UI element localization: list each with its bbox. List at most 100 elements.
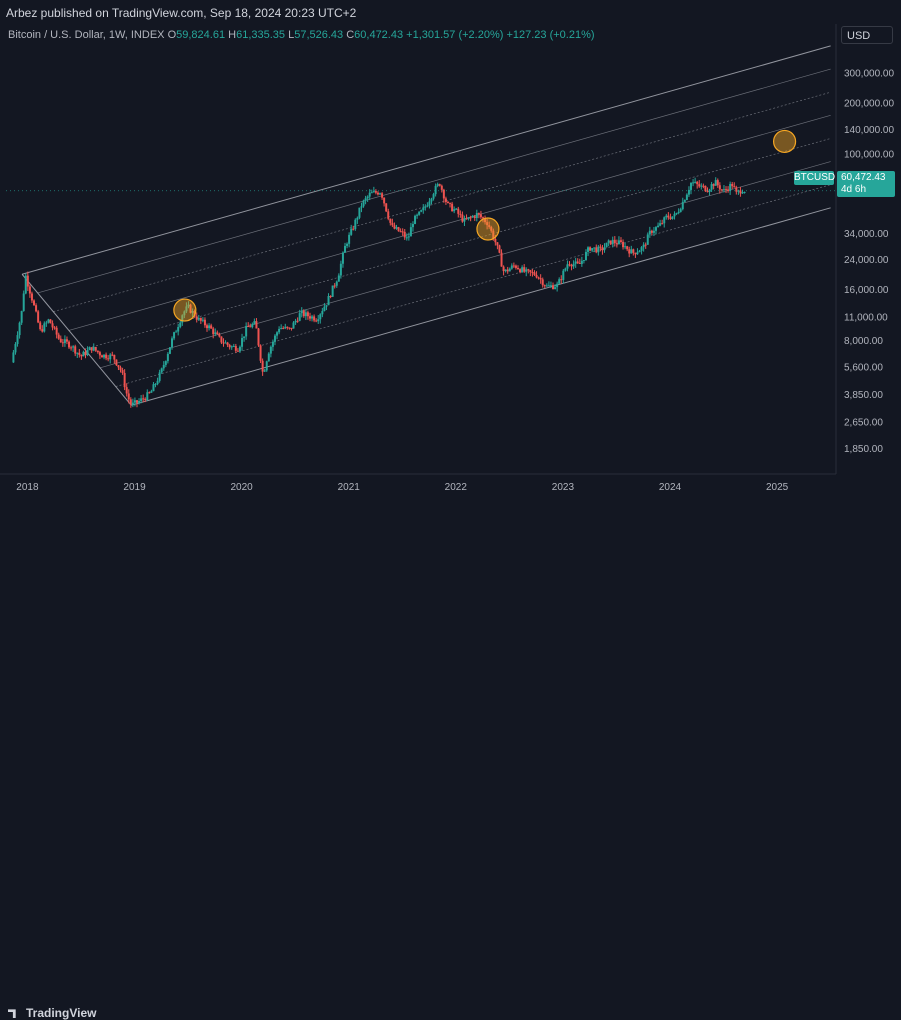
candle-body: [53, 327, 56, 329]
candle-body: [269, 346, 272, 354]
candle-body: [496, 242, 499, 246]
y-tick-label: 16,000.00: [844, 285, 889, 296]
close-label: C: [346, 29, 355, 41]
candle-body: [444, 198, 447, 202]
candle-body: [173, 332, 176, 339]
currency-selector[interactable]: USD: [841, 26, 893, 44]
candle-body: [477, 213, 480, 215]
candle-body: [51, 323, 54, 328]
candle-body: [24, 275, 27, 294]
candle-body: [61, 342, 64, 344]
y-tick-label: 5,600.00: [844, 362, 883, 373]
candle-body: [640, 247, 643, 251]
candle-body: [490, 226, 493, 231]
change-value: +1,301.57 (+2.20%): [406, 29, 504, 41]
candle-body: [449, 202, 452, 204]
y-tick-label: 34,000.00: [844, 229, 889, 240]
x-tick-label: 2020: [230, 482, 253, 493]
candle-body: [247, 326, 250, 328]
candle-body: [521, 267, 524, 273]
candle-body: [638, 250, 641, 253]
high-label: H: [228, 29, 237, 41]
candle-body: [286, 326, 289, 328]
price-chart[interactable]: 300,000.00 200,000.00 140,000.00 100,000.00…: [0, 24, 901, 523]
candle-body: [628, 249, 631, 254]
channel-start-line: [21, 273, 132, 406]
candle-body: [72, 346, 75, 348]
candle-body: [607, 240, 610, 243]
candle-body: [68, 341, 71, 348]
candle-body: [195, 316, 198, 320]
channel-line: [53, 91, 831, 313]
candle-body: [587, 247, 590, 252]
candle-body: [20, 311, 23, 323]
last-price-tag: 60,472.43 4d 6h: [837, 171, 895, 197]
candle-body: [354, 219, 357, 230]
candle-body: [498, 245, 501, 253]
candle-body: [201, 319, 204, 321]
candle-body: [168, 347, 171, 354]
candle-body: [399, 231, 402, 233]
candle-body: [718, 185, 721, 190]
candle-body: [348, 234, 351, 244]
candle-body: [473, 216, 476, 219]
candle-body: [296, 320, 299, 322]
candle-body: [424, 206, 427, 208]
candle-body: [226, 342, 229, 345]
open-label: O: [167, 29, 177, 41]
candle-body: [591, 248, 594, 251]
channel-line: [84, 138, 831, 350]
candle-body: [109, 354, 112, 360]
candle-body: [76, 352, 79, 354]
candle-body: [446, 201, 449, 203]
candle-body: [199, 318, 202, 321]
header-bar: Arbez published on TradingView.com, Sep …: [0, 0, 901, 24]
candle-body: [665, 215, 668, 218]
candle-body: [741, 192, 744, 194]
candle-body: [49, 319, 52, 324]
candle-body: [251, 324, 254, 328]
candle-body: [422, 207, 425, 211]
candle-body: [434, 185, 437, 195]
candle-body: [346, 243, 349, 246]
candle-body: [146, 392, 149, 400]
candle-body: [564, 268, 567, 271]
candle-body: [218, 334, 221, 337]
candle-body: [33, 300, 36, 306]
candle-body: [107, 358, 110, 360]
candle-body: [681, 201, 684, 210]
candle-body: [119, 367, 122, 371]
open-value: 59,824.61: [176, 29, 226, 41]
candle-body: [162, 364, 165, 369]
candle-body: [710, 184, 713, 190]
candle-body: [722, 189, 725, 191]
high-value: 61,335.35: [236, 29, 286, 41]
candle-body: [659, 223, 662, 226]
candle-body: [360, 206, 363, 208]
candle-body: [96, 350, 99, 353]
candle-body: [381, 193, 384, 198]
candle-body: [70, 347, 73, 349]
candle-body: [547, 285, 550, 287]
candle-body: [238, 346, 241, 352]
candle-body: [30, 293, 33, 301]
candle-body: [294, 320, 297, 323]
tradingview-logo[interactable]: TradingView: [8, 1006, 96, 1020]
candle-body: [609, 240, 612, 245]
candle-body: [131, 402, 134, 405]
candle-body: [541, 279, 544, 286]
candle-body: [646, 234, 649, 245]
candle-body: [463, 218, 466, 222]
highlight-circle: [173, 298, 197, 322]
candle-body: [257, 328, 260, 346]
candle-body: [261, 360, 264, 372]
candle-body: [121, 370, 124, 374]
candle-body: [47, 319, 50, 323]
candle-body: [733, 186, 736, 188]
candle-body: [82, 351, 85, 357]
candle-body: [440, 185, 443, 190]
candle-body: [560, 279, 563, 281]
candle-body: [313, 316, 316, 321]
y-tick-label: 11,000.00: [844, 312, 888, 323]
candle-body: [475, 213, 478, 219]
